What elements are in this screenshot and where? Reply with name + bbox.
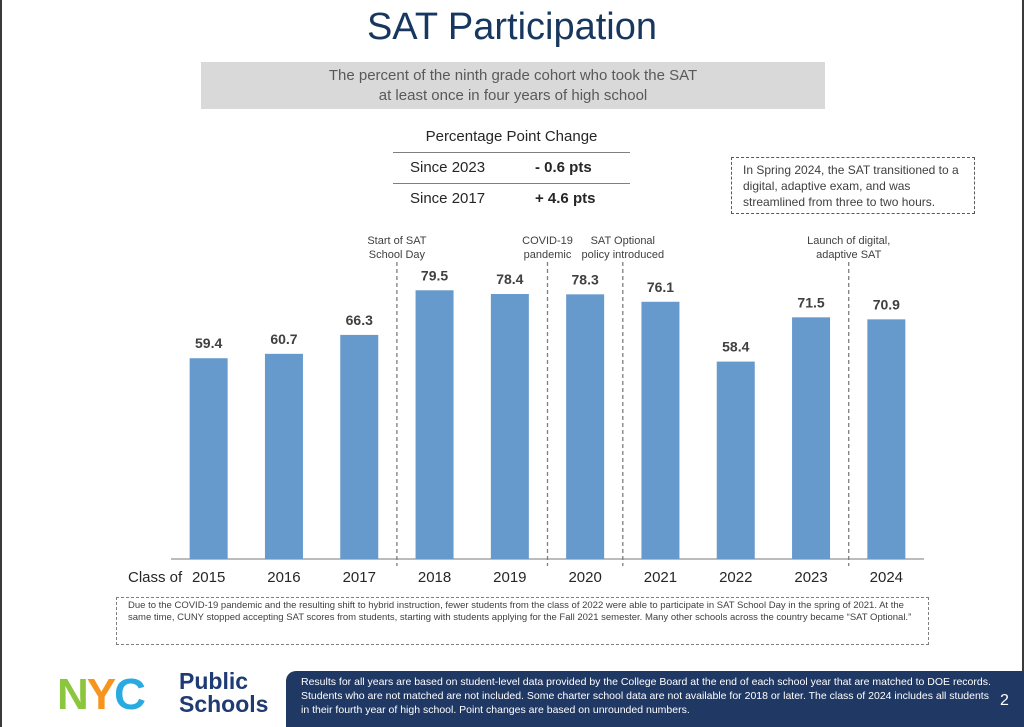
sat-participation-bar-chart: 59.4 2015 60.7 2016 66.3 2017 79.5 2018 78.4 2019…: [128, 235, 924, 586]
bar: [264, 353, 303, 559]
subtitle-box: The percent of the ninth grade cohort wh…: [201, 62, 825, 109]
logo-line-2: Schools: [179, 691, 269, 717]
digital-sat-callout: In Spring 2024, the SAT transitioned to …: [731, 157, 975, 214]
bar: [716, 361, 755, 559]
bar: [340, 334, 379, 559]
x-tick-label: 2017: [343, 569, 376, 586]
bar: [792, 317, 831, 559]
bar: [566, 294, 605, 559]
subtitle-line-1: The percent of the ninth grade cohort wh…: [328, 67, 698, 84]
nyc-public-schools-logo: NYC Public Schools: [57, 668, 297, 718]
logo-letter-y: Y: [86, 670, 116, 719]
x-tick-label: 2019: [493, 569, 526, 586]
page-number: 2: [1000, 692, 1009, 709]
footer-bar: [286, 671, 1024, 727]
ppc-row: Since 2023 - 0.6 pts: [393, 153, 630, 184]
bar-value-label: 70.9: [873, 296, 900, 312]
bar: [641, 301, 680, 559]
event-annotation: SAT Optional policy introduced: [582, 235, 665, 261]
bar-value-label: 78.4: [496, 271, 523, 287]
footer-text: Results for all years are based on stude…: [301, 676, 991, 716]
bar-value-label: 58.4: [722, 339, 749, 355]
logo-wordmark: Public Schools: [179, 670, 268, 716]
bar: [490, 294, 529, 559]
x-tick-label: 2023: [794, 569, 827, 586]
event-annotation: Launch of digital, adaptive SAT: [807, 235, 890, 261]
bar-value-label: 59.4: [195, 335, 222, 351]
bar-value-label: 78.3: [572, 271, 599, 287]
x-axis-prefix: Class of: [128, 569, 183, 586]
bar-value-label: 66.3: [346, 312, 373, 328]
logo-line-1: Public: [179, 668, 249, 694]
slide-right-border: [1022, 0, 1024, 727]
page-title: SAT Participation: [366, 6, 658, 48]
bar-value-label: 71.5: [797, 294, 824, 310]
bar: [189, 358, 228, 559]
x-tick-label: 2024: [870, 569, 903, 586]
ppc-row-label: Since 2023: [410, 159, 486, 176]
x-tick-label: 2015: [192, 569, 225, 586]
x-tick-label: 2016: [267, 569, 300, 586]
bar-value-label: 76.1: [647, 279, 674, 295]
bar: [415, 290, 454, 559]
logo-letter-n: N: [57, 670, 89, 719]
bar: [867, 319, 906, 559]
ppc-row-value: + 4.6 pts: [535, 190, 596, 207]
event-annotation: Start of SAT School Day: [367, 235, 426, 261]
x-tick-label: 2021: [644, 569, 677, 586]
x-tick-label: 2022: [719, 569, 752, 586]
covid-note: Due to the COVID-19 pandemic and the res…: [116, 597, 929, 645]
percentage-point-change-table: Percentage Point Change Since 2023 - 0.6…: [393, 126, 630, 214]
slide-left-border: [0, 0, 2, 727]
ppc-row: Since 2017 + 4.6 pts: [393, 184, 630, 214]
x-tick-label: 2020: [568, 569, 601, 586]
bar-value-label: 79.5: [421, 267, 448, 283]
event-annotation: COVID-19 pandemic: [522, 235, 573, 261]
logo-letter-c: C: [114, 670, 146, 719]
ppc-row-value: - 0.6 pts: [535, 159, 592, 176]
nyc-logo-letters: NYC: [57, 670, 146, 719]
ppc-heading: Percentage Point Change: [393, 126, 630, 153]
subtitle-line-2: at least once in four years of high scho…: [378, 87, 648, 104]
bar-value-label: 60.7: [270, 331, 297, 347]
x-tick-label: 2018: [418, 569, 451, 586]
ppc-row-label: Since 2017: [410, 190, 486, 207]
